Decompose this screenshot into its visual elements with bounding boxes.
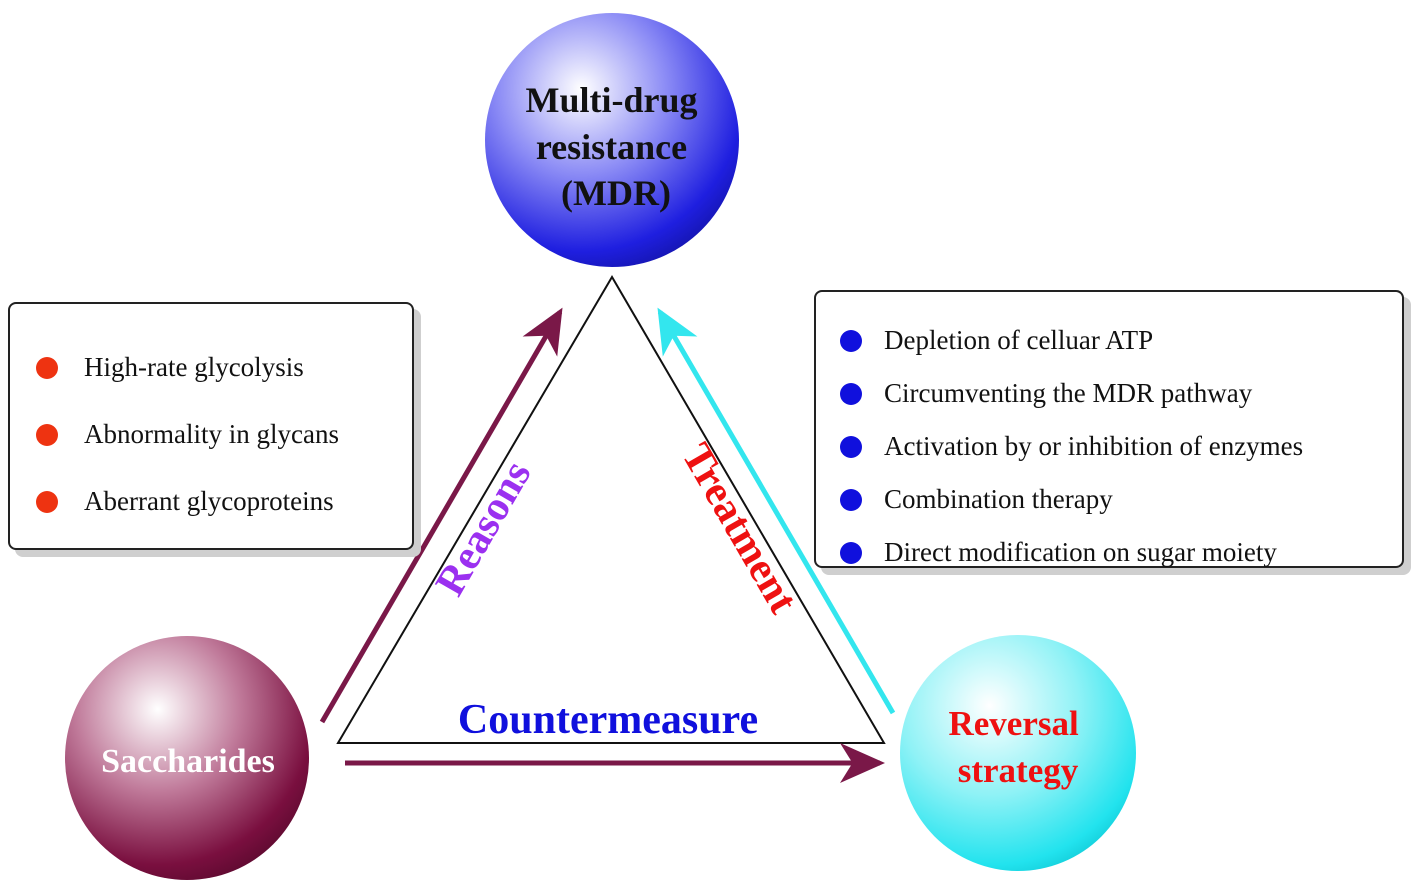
- bullet-dot-icon: [840, 382, 862, 405]
- list-item: Circumventing the MDR pathway: [840, 367, 1402, 420]
- reasons-arrow: [319, 307, 563, 724]
- reason-text: High-rate glycolysis: [84, 352, 304, 382]
- saccharides-node: Saccharides: [65, 636, 309, 880]
- treatment-text: Activation by or inhibition of enzymes: [884, 431, 1304, 461]
- reversal-sphere: [900, 635, 1136, 871]
- bullet-dot-icon: [840, 541, 862, 564]
- list-item: Aberrant glycoproteins: [36, 468, 412, 535]
- treatment-arrow: [657, 307, 896, 715]
- reversal-node: Reversal strategy: [900, 635, 1136, 871]
- treatment-box: Depletion of celluar ATP Circumventing t…: [814, 290, 1404, 568]
- list-item: Combination therapy: [840, 473, 1402, 526]
- cycle-triangle: [336, 275, 886, 744]
- bullet-dot-icon: [840, 488, 862, 511]
- svg-text:Multi-drug resistance: Multi-drug resistance (MDR): [525, 80, 706, 213]
- treatment-text: Depletion of celluar ATP: [884, 325, 1154, 355]
- reversal-label-line2: strategy: [958, 751, 1079, 790]
- mdr-sphere: [485, 13, 739, 267]
- list-item: High-rate glycolysis: [36, 334, 412, 401]
- list-item: Abnormality in glycans: [36, 401, 412, 468]
- mdr-node: Multi-drug resistance (MDR): [485, 13, 739, 267]
- reversal-label-line1: Reversal: [949, 704, 1080, 743]
- countermeasure-label: Countermeasure: [458, 697, 758, 743]
- bullet-dot-icon: [840, 435, 862, 458]
- treatment-text: Direct modification on sugar moiety: [884, 537, 1277, 567]
- reasons-box: High-rate glycolysis Abnormality in glyc…: [8, 302, 414, 550]
- bullet-dot-icon: [36, 356, 58, 379]
- mdr-label-line1: Multi-drug: [525, 80, 697, 120]
- mdr-label-line2: resistance: [536, 127, 687, 167]
- treatment-text: Combination therapy: [884, 484, 1113, 514]
- bullet-dot-icon: [36, 423, 58, 446]
- reason-text: Abnormality in glycans: [84, 419, 339, 449]
- mdr-label-line3: (MDR): [561, 173, 671, 213]
- treatment-text: Circumventing the MDR pathway: [884, 378, 1253, 408]
- reason-text: Aberrant glycoproteins: [84, 486, 334, 516]
- reasons-list: High-rate glycolysis Abnormality in glyc…: [36, 334, 412, 535]
- bullet-dot-icon: [840, 329, 862, 352]
- bullet-dot-icon: [36, 490, 58, 513]
- list-item: Activation by or inhibition of enzymes: [840, 420, 1402, 473]
- reasons-label: Reasons: [427, 453, 540, 603]
- treatment-list: Depletion of celluar ATP Circumventing t…: [840, 314, 1402, 579]
- saccharides-sphere: [65, 636, 309, 880]
- saccharides-label: Saccharides: [101, 743, 275, 780]
- list-item: Direct modification on sugar moiety: [840, 526, 1402, 579]
- list-item: Depletion of celluar ATP: [840, 314, 1402, 367]
- svg-text:Reversal strategy: Reversal strategy: [949, 704, 1088, 790]
